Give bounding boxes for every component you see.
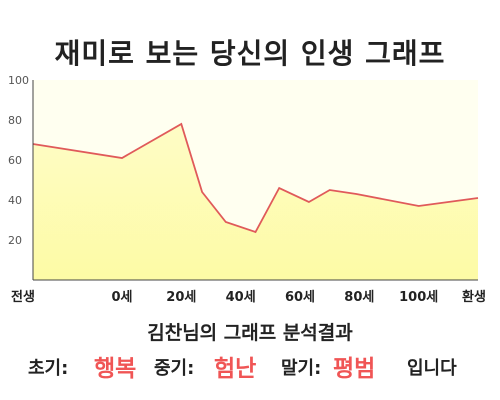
x-tick-label: 전생 (11, 289, 35, 305)
y-tick-label: 100 (8, 74, 29, 87)
analysis-label: 김찬님의 그래프 분석결과 (147, 322, 353, 344)
x-tick-label: 환생 (462, 289, 486, 305)
early-value: 행복 (94, 356, 137, 382)
x-tick-label: 0세 (111, 290, 132, 305)
x-tick-label: 20세 (166, 290, 196, 305)
late-value: 평범 (333, 356, 376, 382)
x-tick-label: 100세 (399, 290, 438, 305)
early-label: 초기: (28, 358, 69, 379)
middle-label: 중기: (154, 358, 195, 379)
x-tick-label: 60세 (285, 290, 315, 305)
ending-text: 입니다 (407, 358, 457, 379)
x-tick-label: 80세 (344, 290, 374, 305)
middle-value: 험난 (214, 356, 257, 382)
late-label: 말기: (281, 358, 322, 379)
y-tick-labels: 20 40 60 80 100 (8, 74, 29, 247)
life-line (32, 122, 479, 234)
x-tick-labels: 전생 0세 20세 40세 60세 80세 100세 환생 (11, 289, 486, 305)
y-tick-label: 40 (8, 194, 22, 207)
y-tick-label: 20 (8, 234, 22, 247)
life-summary: 초기: 행복 중기: 험난 말기: 평범 입니다 (28, 346, 488, 382)
chart-title: 재미로 보는 당신의 인생 그래프 (54, 37, 446, 70)
area-fill (33, 124, 478, 280)
x-tick-label: 40세 (226, 290, 256, 305)
y-tick-label: 60 (8, 154, 22, 167)
y-tick-label: 80 (8, 114, 22, 127)
life-graph-chart: 20 40 60 80 100 전생 0세 20세 40세 60세 80세 100세 환생 (8, 74, 486, 305)
